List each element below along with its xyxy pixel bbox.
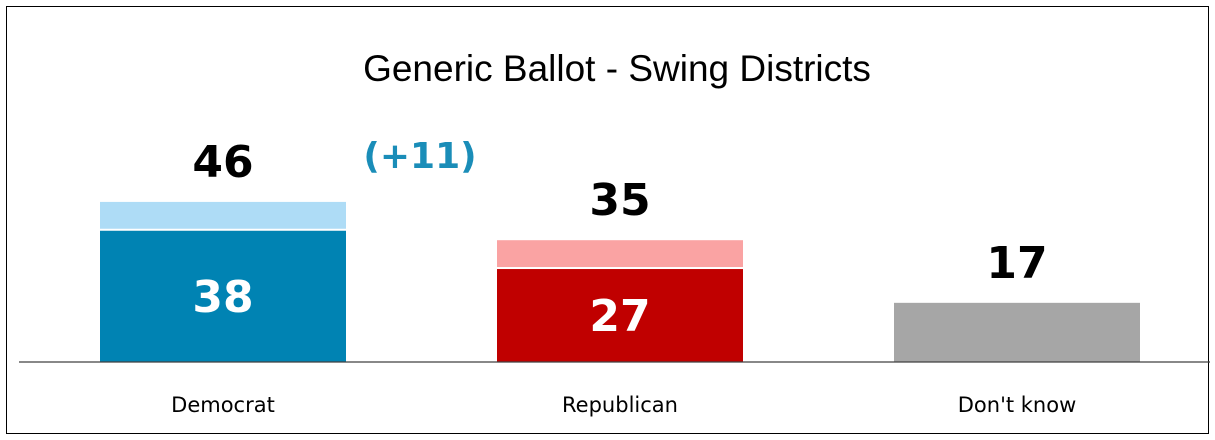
- margin-annotation: (+11): [363, 136, 476, 177]
- bar-chart: Generic Ballot - Swing Districts (+11) 3…: [19, 48, 1210, 417]
- category-label-don-t-know: Don't know: [958, 393, 1077, 417]
- category-label-republican: Republican: [562, 393, 678, 417]
- inner-value-label-republican: 27: [589, 291, 650, 342]
- total-value-label-don-t-know: 17: [986, 238, 1047, 289]
- total-value-label-republican: 35: [589, 175, 650, 226]
- bar-republican-total: [497, 240, 743, 268]
- chart-title: Generic Ballot - Swing Districts: [363, 48, 871, 89]
- inner-value-label-democrat: 38: [192, 272, 253, 323]
- bars-group: [100, 201, 1140, 362]
- labels-group: 38 46 Democrat 27 35 Republican 17 Don't know: [171, 137, 1076, 417]
- bar-democrat-total: [100, 201, 346, 229]
- chart-frame: Generic Ballot - Swing Districts (+11) 3…: [6, 6, 1210, 434]
- bar-democrat-inner: [100, 230, 346, 362]
- bar-don-t-know: [894, 302, 1140, 362]
- total-value-label-democrat: 46: [192, 137, 253, 188]
- category-label-democrat: Democrat: [171, 393, 275, 417]
- bar-republican-inner: [497, 269, 743, 362]
